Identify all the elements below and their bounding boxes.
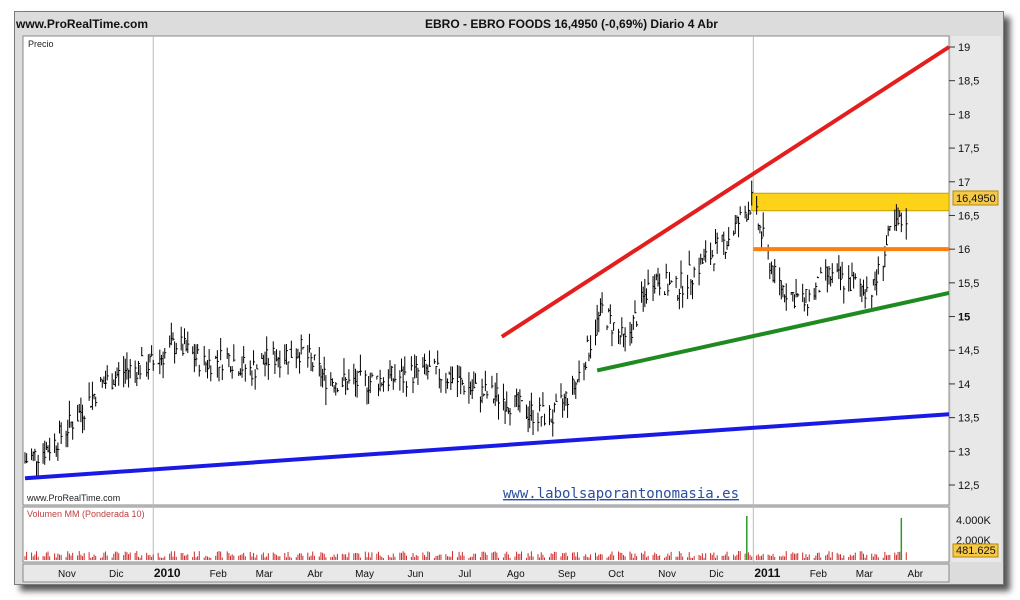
- x-tick-label: Oct: [608, 569, 624, 580]
- volume-tick-label: 4.000K: [956, 515, 992, 527]
- y-tick-label: 15: [958, 312, 970, 324]
- price-chart: 19 18,5 18 17,5 17 16,5 16 15,5 15 14,5 14 13,5 13 12…: [22, 35, 1001, 583]
- price-panel: [22, 35, 950, 506]
- price-y-axis: 19 18,5 18 17,5 17 16,5 16 15,5 15 14,5 14 13,5 13 12…: [949, 42, 979, 492]
- y-tick-label: 14,5: [958, 345, 979, 357]
- watermark-link[interactable]: www.labolsaporantonomasia.es: [503, 486, 739, 502]
- chart-title: EBRO - EBRO FOODS 16,4950 (-0,69%) Diari…: [425, 17, 718, 31]
- green-trendline: [596, 291, 950, 373]
- x-tick-label: 2011: [754, 566, 780, 580]
- x-tick-label: Nov: [658, 569, 676, 580]
- current-price-badge: [952, 190, 999, 206]
- y-tick-label: 14: [958, 379, 970, 391]
- volume-panel-label: Volumen MM (Ponderada 10): [27, 509, 145, 519]
- x-axis: Nov Dic 2010 Feb Mar Abr May Jun Jul Ago Sep Oct Nov…: [58, 566, 924, 580]
- x-tick-label: Mar: [256, 569, 274, 580]
- x-tick-label: Ago: [507, 569, 525, 580]
- y-tick-label: 18,5: [958, 76, 979, 88]
- x-tick-label: Feb: [210, 569, 228, 580]
- copyright-label: www.ProRealTime.com: [26, 493, 120, 503]
- current-price-label: 16,4950: [956, 193, 996, 205]
- current-volume-badge: [952, 543, 999, 558]
- x-axis-band: [22, 563, 950, 583]
- gridlines: [152, 36, 754, 562]
- chart-window: www.ProRealTime.com EBRO - EBRO FOODS 16…: [14, 11, 1004, 585]
- current-volume-label: 481.625: [956, 545, 996, 557]
- x-tick-label: Abr: [908, 569, 924, 580]
- y-tick-label: 18: [958, 109, 970, 121]
- x-tick-label: Feb: [810, 569, 828, 580]
- volume-bars: [24, 516, 907, 560]
- x-tick-label: Jun: [407, 569, 423, 580]
- y-axis-band: [951, 36, 1001, 562]
- x-tick-label: Jul: [458, 569, 471, 580]
- x-tick-label: Dic: [109, 569, 123, 580]
- x-tick-label: Abr: [307, 569, 323, 580]
- y-tick-label: 15,5: [958, 278, 979, 290]
- volume-panel: [22, 506, 950, 563]
- site-label[interactable]: www.ProRealTime.com: [16, 17, 149, 31]
- y-tick-label: 17,5: [958, 143, 979, 155]
- red-trendline: [500, 45, 951, 339]
- y-tick-label: 19: [958, 42, 970, 54]
- x-tick-label: Sep: [558, 569, 576, 580]
- y-tick-label: 17: [958, 177, 970, 189]
- y-tick-label: 13: [958, 446, 970, 458]
- trendlines: [24, 45, 951, 481]
- price-bars: [24, 180, 908, 479]
- resistance-zone: [751, 192, 950, 212]
- y-tick-label: 13,5: [958, 413, 979, 425]
- price-panel-label: Precio: [28, 39, 54, 49]
- blue-trendline: [24, 412, 950, 481]
- resistance-zone-rect: [751, 192, 950, 212]
- y-tick-label: 16: [958, 244, 970, 256]
- y-tick-label: 16,5: [958, 210, 979, 222]
- x-tick-label: May: [355, 569, 374, 580]
- x-tick-label: Mar: [856, 569, 874, 580]
- y-tick-label: 12,5: [958, 480, 979, 492]
- x-tick-label: 2010: [154, 566, 181, 580]
- x-tick-label: Dic: [709, 569, 723, 580]
- x-tick-label: Nov: [58, 569, 76, 580]
